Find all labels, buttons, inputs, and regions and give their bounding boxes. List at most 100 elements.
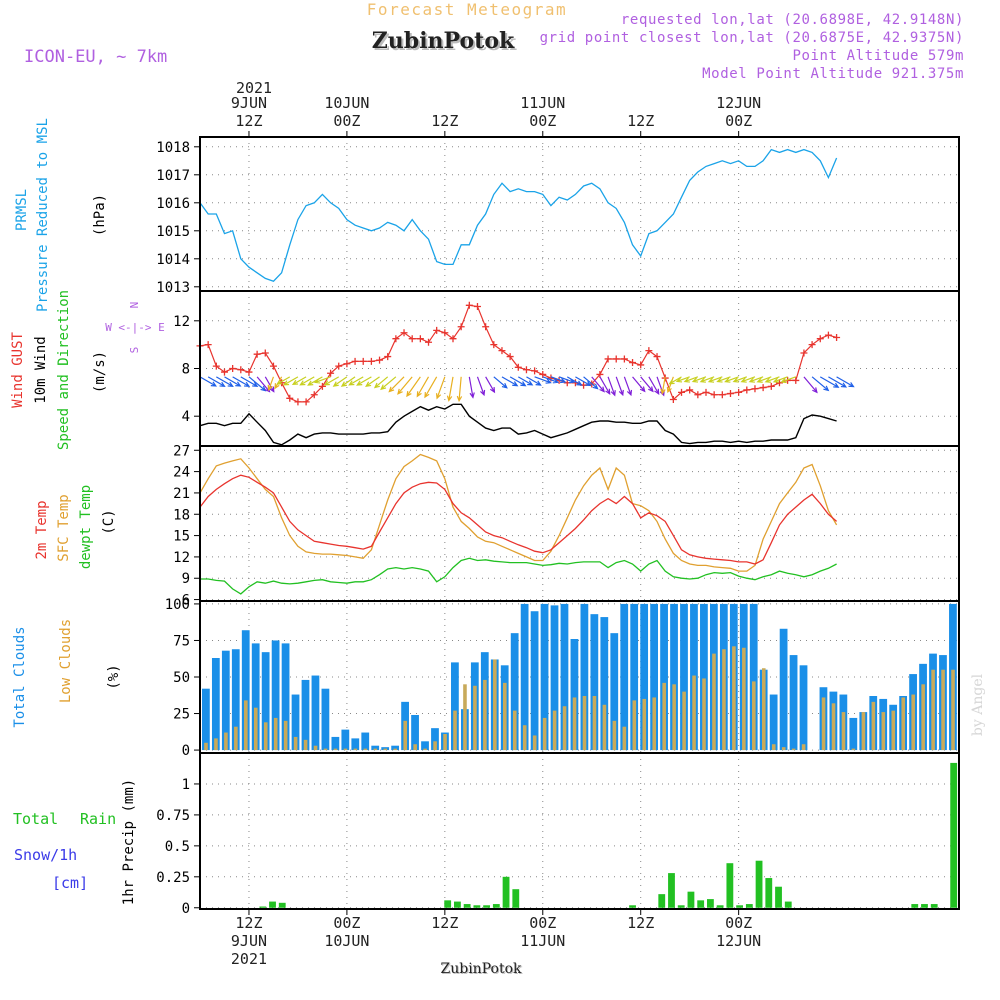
gust-marker: [384, 353, 392, 361]
total-cloud-bar: [451, 662, 459, 751]
total-cloud-bar: [650, 603, 658, 751]
wind-direction-arrow: [348, 376, 364, 386]
y-tick-label: 0: [182, 743, 190, 759]
wind-direction-arrow: [380, 376, 397, 391]
total-cloud-bar: [610, 633, 619, 751]
gust-marker: [359, 357, 367, 365]
rain-bar: [921, 904, 928, 908]
gust-marker: [465, 301, 473, 309]
wind-direction-arrow: [566, 376, 583, 386]
rain-bar: [278, 902, 286, 908]
low-cloud-bar: [263, 722, 268, 751]
wind-direction-arrow: [276, 376, 291, 385]
top-time-label: 12Z: [627, 112, 654, 130]
model-altitude: Model Point Altitude 921.375m: [702, 66, 964, 82]
cloud-axis-labels: Total Clouds Low Clouds (%): [12, 619, 122, 728]
wind-direction-arrow: [456, 376, 463, 403]
total-cloud-bar: [411, 715, 419, 751]
bottom-time-label: 00Z: [529, 914, 556, 932]
y-tick-label: 24: [173, 465, 190, 481]
low-cloud-bar: [771, 744, 776, 751]
closest-coords: grid point closest lon,lat (20.6875E, 42…: [540, 30, 964, 46]
gust-marker: [343, 360, 351, 368]
low-cloud-bar: [931, 669, 935, 751]
gust-marker: [596, 370, 604, 378]
low-cloud-bar: [881, 712, 886, 751]
gust-marker: [425, 338, 433, 346]
total-cloud-bar: [680, 603, 688, 751]
rain-bar: [775, 886, 782, 908]
low-cloud-bar: [871, 701, 876, 751]
wind-direction-arrow: [340, 376, 356, 387]
wind-direction-arrow: [485, 376, 496, 394]
wind-direction-arrow: [542, 376, 560, 384]
low-cloud-bar: [761, 668, 766, 751]
model-name: ICON-EU, ~ 7km: [24, 47, 167, 67]
low-cloud-bar: [433, 741, 437, 751]
gust-marker: [678, 388, 686, 396]
wind-direction-arrow: [819, 376, 840, 388]
total-cloud-bar: [789, 655, 798, 751]
y-tick-label: 27: [173, 443, 190, 459]
rain-bar: [473, 905, 481, 908]
low-cloud-bar: [363, 748, 368, 751]
low-cloud-bar: [801, 744, 806, 751]
cloud-unit: (%): [106, 664, 122, 689]
gust-marker: [269, 362, 277, 370]
top-time-label: 00Z: [725, 112, 752, 130]
low-cloud-bar: [592, 696, 597, 751]
gust-marker: [212, 362, 220, 370]
total-cloud-bar: [231, 649, 240, 751]
low-cloud-bar: [722, 649, 726, 751]
wind-direction-arrow: [199, 376, 217, 387]
wind-direction-arrow: [240, 376, 259, 387]
gust-marker: [759, 384, 767, 392]
wind-direction-arrow: [517, 376, 534, 386]
wind-direction-arrow: [740, 376, 756, 383]
low-cloud-bar: [692, 675, 696, 751]
low-cloud-bar: [423, 748, 427, 751]
wind-direction-arrow: [699, 376, 715, 383]
rain-bar: [765, 878, 773, 908]
wind-direction-arrow: [526, 376, 542, 386]
wind-10m-label: 10m Wind: [33, 336, 49, 403]
rain-bar: [668, 873, 675, 908]
gust-marker: [612, 355, 620, 363]
gust-marker: [310, 391, 318, 399]
rain-bar: [512, 889, 520, 908]
low-cloud-bar: [662, 682, 666, 751]
point-altitude: Point Altitude 579m: [792, 48, 964, 64]
temp-unit: (C): [101, 509, 117, 534]
gust-marker: [490, 341, 498, 349]
sfc-temp-line: [199, 453, 838, 572]
panel-frames: [199, 136, 960, 910]
low-cloud-bar: [244, 700, 248, 751]
low-cloud-bar: [253, 707, 258, 751]
axis-ticks: 1013 1014 1015 1016 1017 1018 4 8 12 6 9 12 15 18 21 24…: [156, 94, 761, 968]
wind-direction-arrow: [534, 376, 552, 384]
low-cloud-bar: [283, 720, 288, 751]
gust-marker: [669, 396, 677, 403]
low-cloud-bar: [343, 748, 348, 751]
low-cloud-bar: [403, 720, 407, 751]
rain-bar: [697, 900, 705, 908]
y-tick-label: 0.75: [156, 808, 190, 824]
gust-marker: [261, 349, 269, 357]
rain-bar: [502, 876, 510, 908]
y-tick-label: 18: [173, 507, 190, 523]
pressure-axis-labels: PRMSL Pressure Reduced to MSL (hPa): [14, 118, 108, 312]
y-tick-label: 1017: [156, 168, 190, 184]
wind-direction-arrow: [756, 376, 772, 383]
rain-bar: [483, 905, 491, 908]
wind-direction-arrow: [707, 376, 723, 383]
station-title: ZubinPotok: [372, 28, 515, 54]
wind-direction-arrow: [615, 376, 624, 397]
top-time-label: 00Z: [333, 112, 360, 130]
wind-direction-arrow: [291, 376, 307, 386]
gust-marker: [237, 366, 245, 374]
footer-station: ZubinPotok: [440, 961, 522, 977]
total-cloud-bar: [251, 643, 260, 751]
low-cloud-bar: [413, 744, 417, 751]
rain-bar: [911, 904, 919, 908]
